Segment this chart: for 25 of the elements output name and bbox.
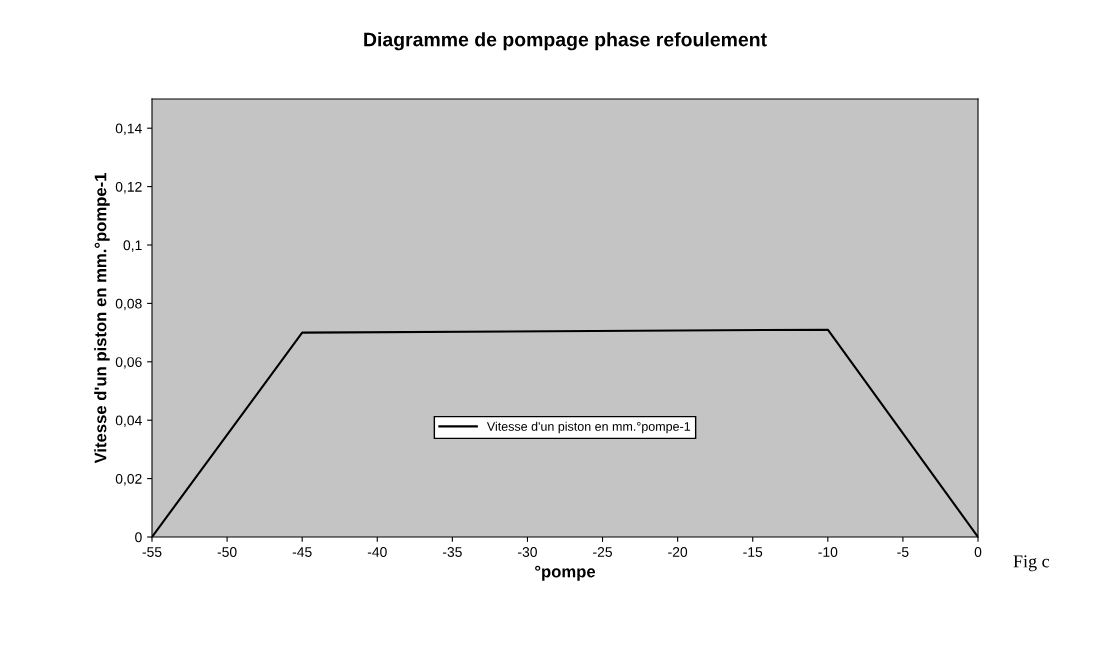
y-tick-label: 0,02	[115, 473, 142, 486]
y-tick-label: 0,1	[123, 240, 142, 252]
legend-label: Vitesse d'un piston en mm.°pompe-1	[486, 421, 691, 434]
x-tick-label: -40	[367, 547, 387, 557]
text: Fig c	[1013, 555, 1050, 572]
y-axis-title: Vitesse d'un piston en mm.°pompe-1	[94, 172, 110, 464]
y-tick-label: 0	[135, 532, 142, 543]
x-tick-label: 0	[974, 547, 982, 557]
x-tick-label: -35	[442, 547, 462, 557]
x-tick-label: -45	[292, 547, 312, 557]
x-axis-title: °pompe	[535, 565, 596, 581]
y-tick-label: 0,12	[115, 181, 142, 194]
x-tick-label: -5	[897, 547, 909, 557]
x-tick-label: -10	[818, 547, 838, 557]
x-tick-label: -25	[593, 547, 612, 557]
x-tick-label: -20	[668, 547, 688, 557]
y-tick-label: 0,06	[115, 357, 142, 369]
y-tick-label: 0,14	[115, 123, 142, 136]
chart-title: Diagramme de pompage phase refoulement	[364, 32, 767, 51]
x-tick-label: -50	[217, 547, 237, 557]
x-tick-label: -55	[142, 547, 162, 557]
y-tick-label: 0,08	[115, 298, 142, 311]
x-tick-label: -15	[743, 547, 763, 557]
y-tick-label: 0,04	[115, 415, 142, 428]
x-tick-label: -30	[518, 547, 537, 557]
